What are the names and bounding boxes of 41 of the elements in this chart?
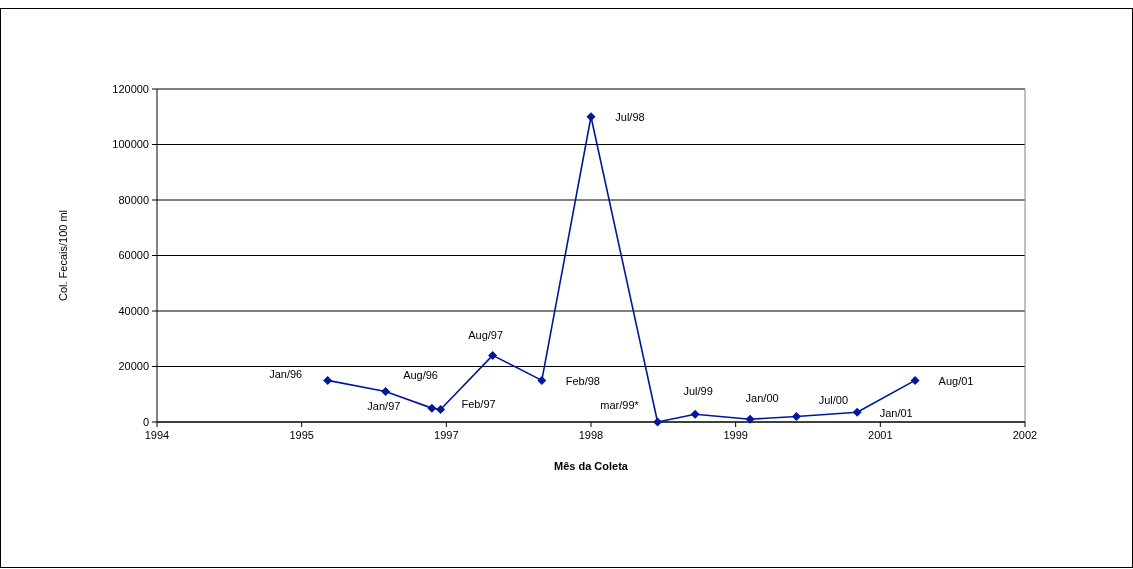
annotation: Jan/01: [879, 407, 913, 420]
x-tick-label: 1997: [434, 429, 459, 441]
y-axis-title: Col. Fecais/100 ml: [57, 209, 69, 302]
x-tick-label: 2002: [1012, 429, 1038, 441]
x-tick-label: 2001: [868, 429, 893, 441]
x-tick-label: 1999: [723, 429, 748, 441]
point: [537, 375, 547, 385]
annotation: Jan/97: [367, 399, 401, 412]
point: [488, 350, 498, 360]
point: [427, 403, 437, 413]
annotation: Jan/00: [745, 392, 779, 405]
y-tick-label: 20000: [118, 360, 149, 373]
point: [323, 375, 333, 385]
annotation: mar/99*: [600, 398, 640, 411]
annotation: Aug/96: [403, 369, 439, 382]
annotation: Jul/99: [683, 385, 713, 398]
point: [791, 411, 801, 421]
point: [745, 414, 755, 424]
y-tick-label: 80000: [118, 193, 149, 206]
point: [690, 409, 700, 419]
point: [852, 407, 862, 417]
point: [436, 405, 446, 415]
point: [910, 375, 920, 385]
y-tick-label: 40000: [118, 304, 149, 317]
x-axis-title: Mês da Coleta: [554, 460, 629, 472]
annotation: Feb/97: [461, 398, 496, 411]
x-tick-label: 1995: [289, 429, 314, 441]
annotation: Jan/96: [269, 368, 303, 381]
y-tick-label: 100000: [112, 138, 149, 151]
annotation: Aug/97: [468, 329, 504, 342]
annotation: Aug/01: [938, 375, 974, 388]
x-tick-label: 1998: [578, 429, 604, 441]
annotation: Feb/98: [565, 375, 600, 388]
point: [653, 417, 663, 427]
y-tick-label: 0: [142, 415, 149, 428]
point: [381, 386, 391, 396]
annotation: Jul/98: [615, 110, 645, 123]
x-tick-label: 1994: [144, 429, 170, 441]
y-tick-label: 120000: [112, 82, 149, 95]
annotation: Jul/00: [818, 394, 849, 407]
y-tick-label: 60000: [118, 249, 149, 262]
